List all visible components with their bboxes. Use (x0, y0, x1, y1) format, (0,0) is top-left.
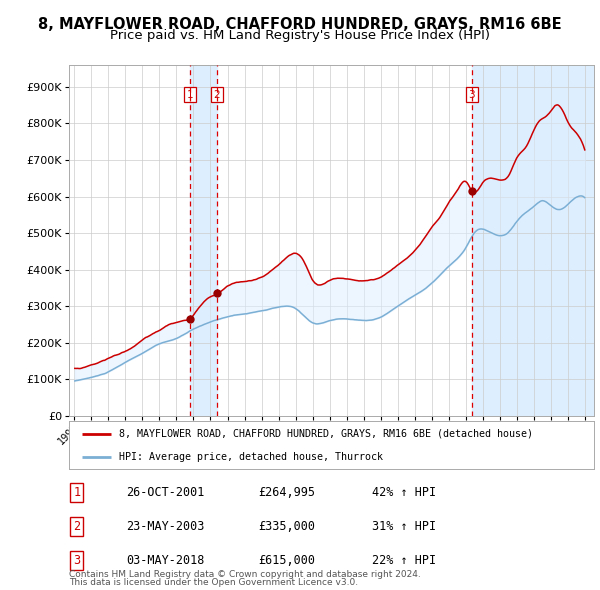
Text: 8, MAYFLOWER ROAD, CHAFFORD HUNDRED, GRAYS, RM16 6BE (detached house): 8, MAYFLOWER ROAD, CHAFFORD HUNDRED, GRA… (119, 429, 533, 439)
Text: Contains HM Land Registry data © Crown copyright and database right 2024.: Contains HM Land Registry data © Crown c… (69, 571, 421, 579)
Text: 3: 3 (469, 90, 475, 100)
Text: 42% ↑ HPI: 42% ↑ HPI (372, 486, 436, 499)
Text: 1: 1 (187, 90, 194, 100)
Text: 2: 2 (73, 520, 80, 533)
Text: 22% ↑ HPI: 22% ↑ HPI (372, 554, 436, 567)
Text: £335,000: £335,000 (258, 520, 315, 533)
Text: This data is licensed under the Open Government Licence v3.0.: This data is licensed under the Open Gov… (69, 578, 358, 587)
Text: 1: 1 (73, 486, 80, 499)
Bar (190, 65, 217, 416)
Text: 26-OCT-2001: 26-OCT-2001 (126, 486, 205, 499)
Text: £264,995: £264,995 (258, 486, 315, 499)
Bar (472, 65, 594, 416)
Text: 23-MAY-2003: 23-MAY-2003 (126, 520, 205, 533)
Text: 2: 2 (214, 90, 220, 100)
Text: 8, MAYFLOWER ROAD, CHAFFORD HUNDRED, GRAYS, RM16 6BE: 8, MAYFLOWER ROAD, CHAFFORD HUNDRED, GRA… (38, 17, 562, 31)
Text: 31% ↑ HPI: 31% ↑ HPI (372, 520, 436, 533)
Text: 03-MAY-2018: 03-MAY-2018 (126, 554, 205, 567)
Text: HPI: Average price, detached house, Thurrock: HPI: Average price, detached house, Thur… (119, 452, 383, 462)
Text: 3: 3 (73, 554, 80, 567)
Text: Price paid vs. HM Land Registry's House Price Index (HPI): Price paid vs. HM Land Registry's House … (110, 30, 490, 42)
Text: £615,000: £615,000 (258, 554, 315, 567)
